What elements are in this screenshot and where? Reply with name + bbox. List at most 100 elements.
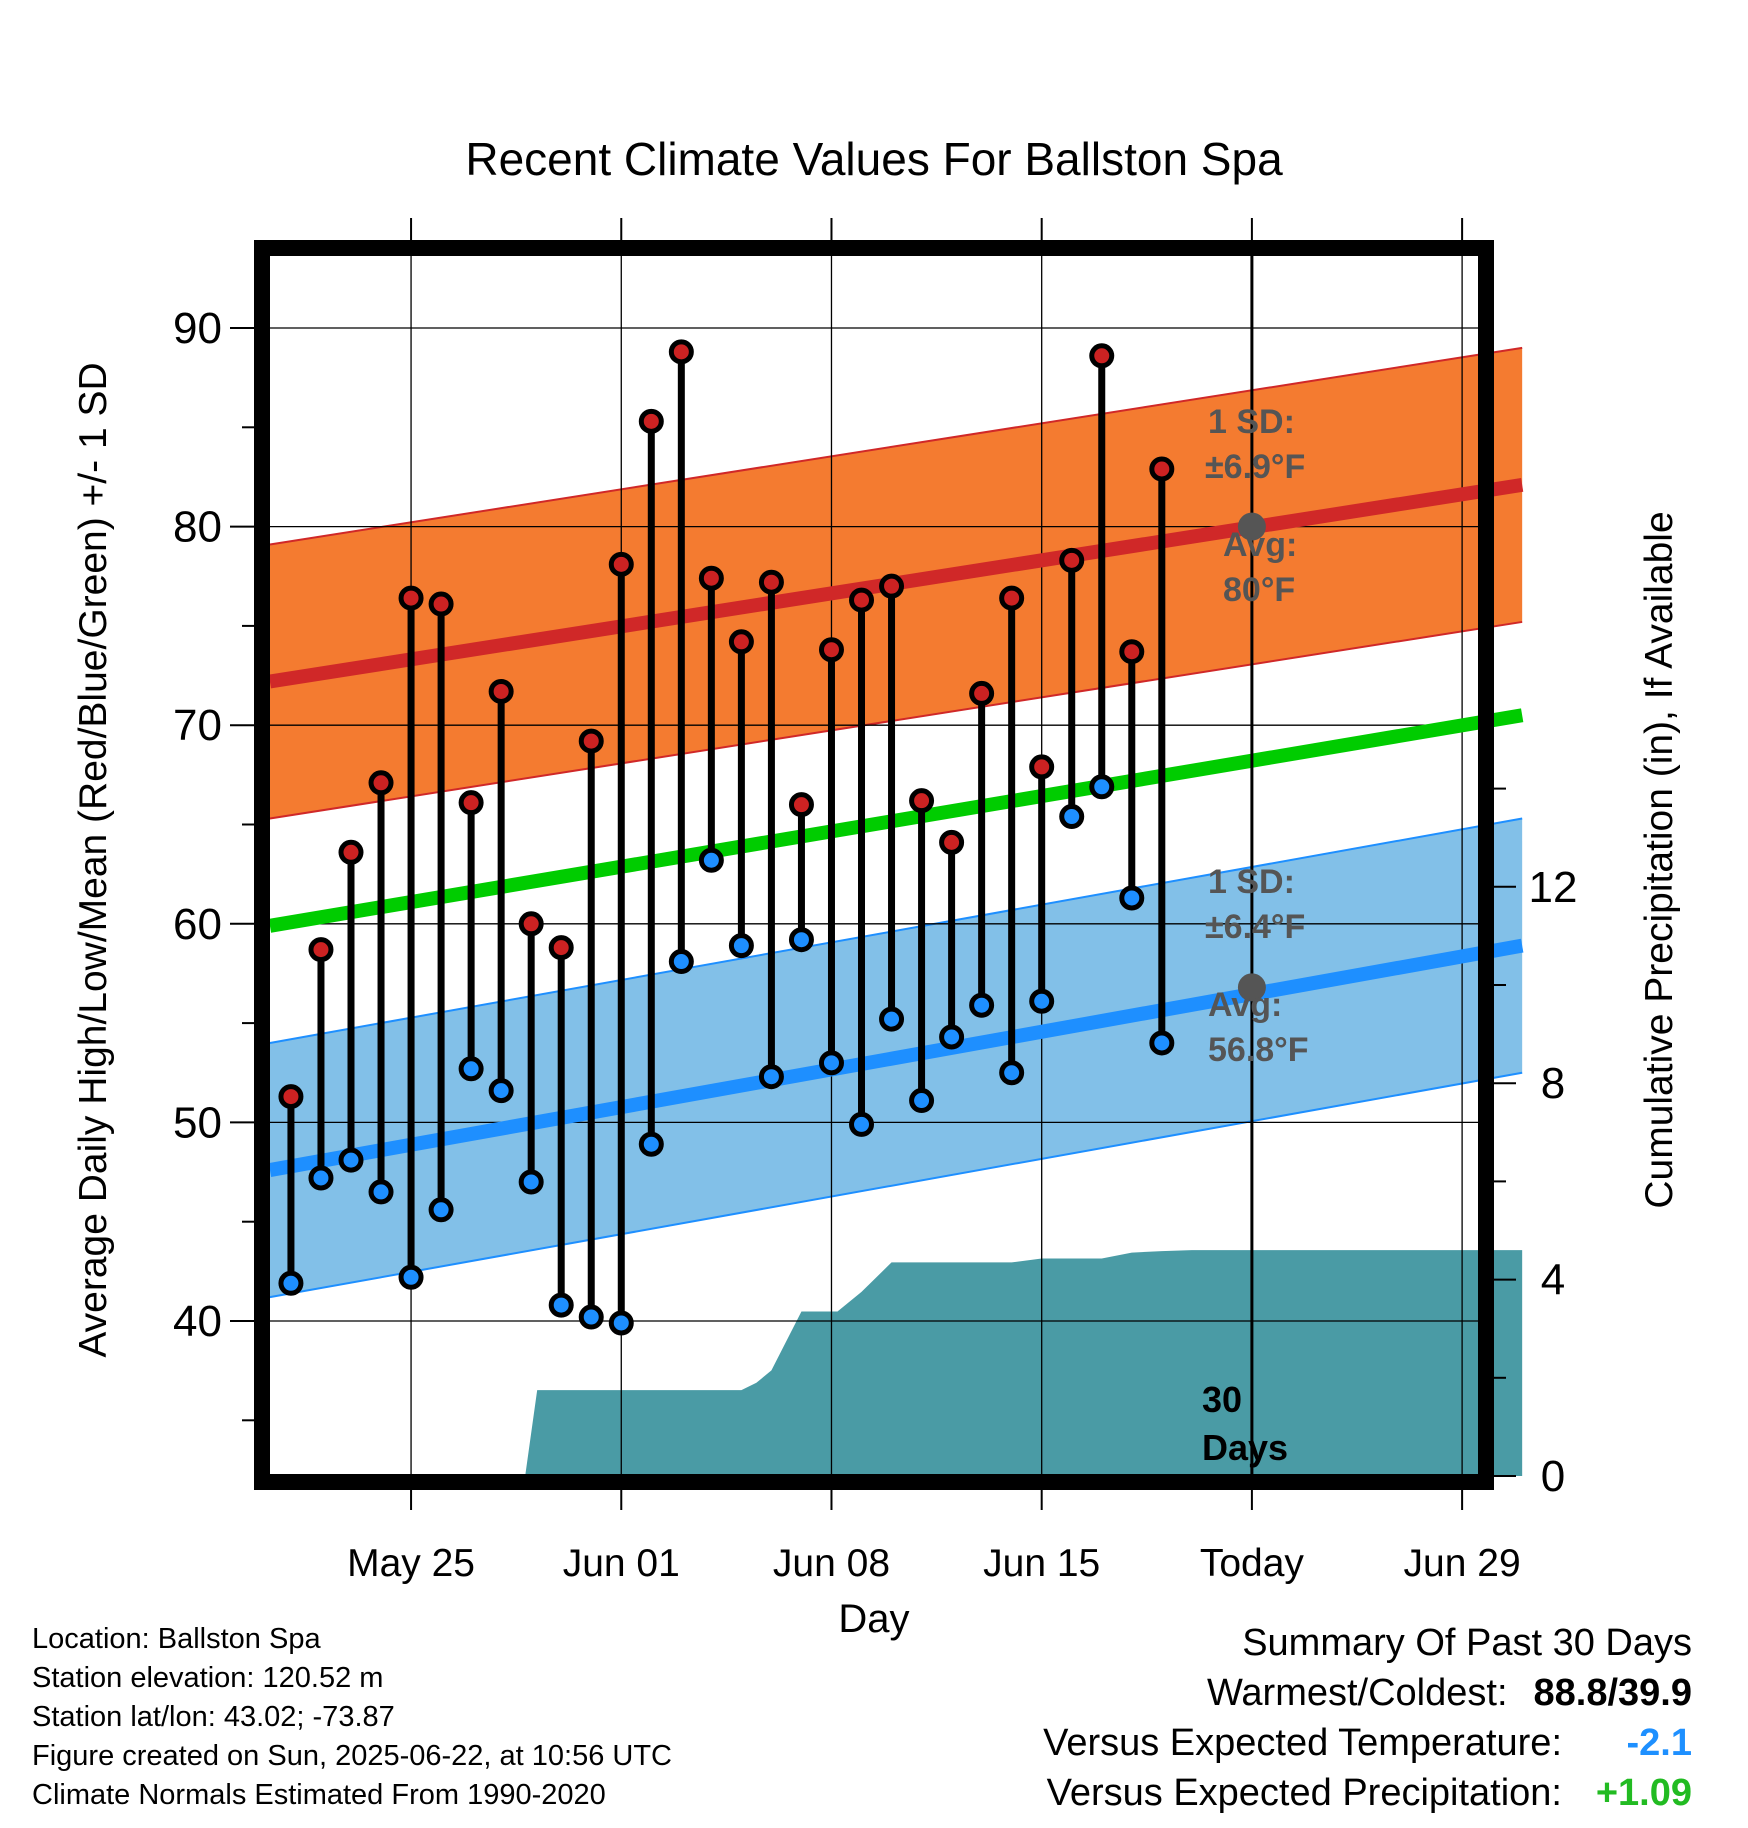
daily-high-point: [518, 911, 544, 937]
y2-tick-label: 12: [1529, 863, 1578, 912]
y-tick-label: 80: [173, 503, 222, 552]
daily-low-point: [428, 1197, 454, 1223]
high-avg-value: 80°F: [1223, 571, 1295, 609]
normal-mean-line: [268, 708, 1524, 933]
high-sd-value: ±6.9°F: [1205, 448, 1305, 486]
daily-low-point: [1059, 804, 1085, 830]
high-sd-upper-edge: [269, 346, 1523, 546]
precip-vs-expected-row: Versus Expected Precipitation: +1.09: [1043, 1768, 1692, 1818]
y2-tick-label: 8: [1541, 1059, 1565, 1108]
daily-high-point: [788, 792, 814, 818]
plot-area: 1 SD: ±6.9°F Avg: 80°F 1 SD: ±6.4°F Avg: 56.8°F…: [173, 218, 1577, 1585]
daily-low-point: [638, 1131, 664, 1157]
daily-high-point: [368, 770, 394, 796]
daily-low-point: [758, 1064, 784, 1090]
daily-low-point: [909, 1088, 935, 1114]
y2-tick-label: 4: [1541, 1256, 1565, 1305]
daily-high-point: [608, 551, 634, 577]
high-avg-label: Avg:: [1223, 526, 1297, 564]
daily-high-point: [668, 339, 694, 365]
daily-high-point: [909, 788, 935, 814]
y-tick-label: 50: [173, 1098, 222, 1147]
low-sd-upper-edge: [269, 817, 1523, 1044]
x-tick-label: Jun 08: [773, 1542, 890, 1585]
y-tick-label: 40: [173, 1297, 222, 1346]
daily-high-point: [999, 585, 1025, 611]
daily-high-point: [728, 629, 754, 655]
daily-high-point: [638, 408, 664, 434]
daily-low-point: [338, 1147, 364, 1173]
daily-high-point: [428, 591, 454, 617]
daily-low-point: [548, 1292, 574, 1318]
daily-low-point: [788, 927, 814, 953]
daily-low-point: [849, 1111, 875, 1137]
daily-high-point: [698, 565, 724, 591]
daily-low-point: [368, 1179, 394, 1205]
daily-high-point: [548, 935, 574, 961]
y2-axis-label: Cumulative Precipitation (in), If Availa…: [1638, 511, 1681, 1208]
y-tick-label: 90: [173, 304, 222, 353]
daily-low-point: [398, 1264, 424, 1290]
low-avg-marker: [1237, 973, 1266, 1002]
summary-panel: Summary Of Past 30 Days Warmest/Coldest:…: [1043, 1618, 1692, 1818]
daily-low-point: [518, 1169, 544, 1195]
daily-high-point: [278, 1084, 304, 1110]
daily-high-point: [458, 790, 484, 816]
high-avg-marker: [1237, 512, 1266, 541]
daily-low-point: [1029, 988, 1055, 1014]
daily-high-point: [879, 573, 905, 599]
daily-high-point: [1059, 547, 1085, 573]
temp-vs-expected-label: Versus Expected Temperature:: [1043, 1722, 1562, 1764]
daily-high-point: [969, 680, 995, 706]
y-tick-label: 60: [173, 900, 222, 949]
created-text: Figure created on Sun, 2025-06-22, at 10…: [32, 1740, 672, 1772]
high-sd-label: 1 SD:: [1208, 403, 1295, 441]
x-tick-label: Jun 29: [1404, 1542, 1521, 1585]
today-days-label: Days: [1202, 1427, 1288, 1468]
daily-low-point: [668, 949, 694, 975]
low-sd-lower-edge: [269, 1071, 1523, 1299]
low-sd-label: 1 SD:: [1208, 863, 1295, 901]
warmest-coldest-label: Warmest/Coldest:: [1206, 1672, 1508, 1714]
y2-tick-label: 0: [1541, 1452, 1565, 1501]
high-sd-lower-edge: [269, 620, 1523, 820]
daily-high-point: [578, 728, 604, 754]
daily-low-point: [488, 1078, 514, 1104]
x-tick-label: Jun 15: [983, 1542, 1100, 1585]
daily-low-point: [1119, 885, 1145, 911]
daily-high-point: [488, 678, 514, 704]
daily-high-point: [849, 587, 875, 613]
daily-high-point: [338, 839, 364, 865]
daily-low-point: [278, 1270, 304, 1296]
warmest-coldest-row: Warmest/Coldest: 88.8/39.9: [1043, 1668, 1692, 1718]
precip-vs-expected-value: +1.09: [1595, 1772, 1692, 1814]
chart-title: Recent Climate Values For Ballston Spa: [465, 133, 1283, 185]
x-tick-label: Jun 01: [563, 1542, 680, 1585]
x-tick-label: May 25: [347, 1542, 475, 1585]
daily-low-point: [458, 1056, 484, 1082]
normals-text: Climate Normals Estimated From 1990-2020: [32, 1779, 606, 1811]
daily-low-point: [728, 933, 754, 959]
daily-low-point: [969, 992, 995, 1018]
daily-high-point: [1089, 343, 1115, 369]
daily-high-point: [939, 829, 965, 855]
today-days-label: 30: [1202, 1379, 1242, 1420]
x-axis-label: Day: [838, 1597, 909, 1641]
temp-vs-expected-row: Versus Expected Temperature: -2.1: [1043, 1718, 1692, 1768]
daily-high-point: [308, 937, 334, 963]
low-avg-label: Avg:: [1208, 986, 1282, 1024]
daily-low-point: [308, 1165, 334, 1191]
daily-low-point: [879, 1006, 905, 1032]
daily-high-point: [398, 585, 424, 611]
y-axis-label: Average Daily High/Low/Mean (Red/Blue/Gr…: [72, 362, 115, 1357]
low-sd-value: ±6.4°F: [1205, 908, 1305, 946]
latlon-text: Station lat/lon: 43.02; -73.87: [32, 1701, 395, 1733]
summary-title: Summary Of Past 30 Days: [1242, 1622, 1692, 1664]
y-tick-label: 70: [173, 701, 222, 750]
station-info: Location: Ballston Spa Station elevation…: [32, 1620, 672, 1815]
x-tick-label: Today: [1200, 1542, 1305, 1585]
elevation-text: Station elevation: 120.52 m: [32, 1662, 384, 1694]
low-avg-value: 56.8°F: [1208, 1031, 1309, 1069]
location-text: Location: Ballston Spa: [32, 1623, 321, 1655]
